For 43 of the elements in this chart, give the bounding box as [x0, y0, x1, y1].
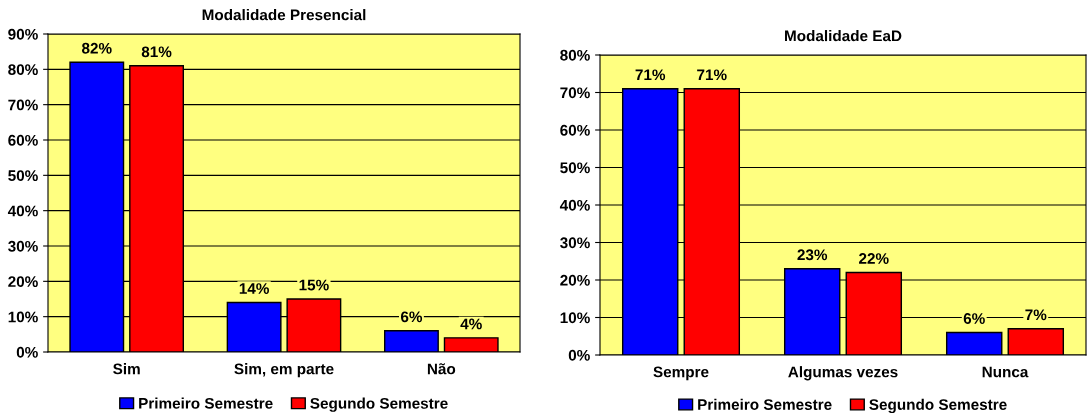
y-tick-label: 0%	[568, 349, 590, 361]
y-tick-label: 80%	[8, 64, 38, 76]
y-tick-label: 20%	[560, 274, 590, 286]
y-tick-label: 10%	[560, 312, 590, 324]
chart-title: Modalidade Presencial	[202, 9, 366, 21]
y-tick-label: 60%	[8, 134, 38, 146]
data-label: 6%	[400, 311, 423, 323]
legend-label: Primeiro Semestre	[139, 397, 273, 409]
y-tick-label: 70%	[8, 99, 38, 111]
x-tick-label: Sim, em parte	[234, 363, 334, 378]
x-tick-label: Sempre	[653, 366, 709, 381]
data-label: 15%	[299, 279, 329, 291]
chart-title: Modalidade EaD	[785, 30, 902, 42]
data-label: 14%	[239, 283, 269, 294]
y-tick-label: 20%	[8, 276, 38, 288]
data-label: 6%	[963, 313, 985, 324]
data-label: 81%	[141, 46, 172, 58]
x-tick-label: Não	[427, 363, 456, 375]
data-label: 22%	[859, 253, 889, 264]
y-tick-label: 80%	[560, 49, 590, 61]
y-tick-label: 50%	[8, 170, 38, 182]
legend-label: Primeiro Semestre	[698, 398, 832, 410]
data-label: 4%	[460, 318, 482, 330]
y-tick-label: 90%	[8, 28, 38, 40]
data-label: 23%	[797, 249, 828, 261]
y-tick-label: 30%	[560, 237, 590, 249]
x-tick-label: Nunca	[982, 366, 1029, 378]
legend-label: Segundo Semestre	[869, 398, 1007, 414]
y-tick-label: 10%	[8, 311, 38, 323]
x-tick-label: Algumas vezes	[788, 366, 898, 381]
x-tick-label: Sim	[113, 363, 140, 375]
y-tick-label: 60%	[560, 124, 590, 136]
y-tick-label: 0%	[16, 346, 38, 358]
y-tick-label: 70%	[560, 87, 590, 99]
y-tick-label: 40%	[7, 205, 38, 217]
y-tick-label: 30%	[8, 240, 38, 252]
y-tick-label: 50%	[560, 162, 590, 174]
legend-label: Segundo Semestre	[310, 397, 448, 412]
data-label: 71%	[635, 69, 666, 81]
data-label: 71%	[697, 69, 727, 81]
data-label: 7%	[1025, 309, 1047, 321]
data-label: 82%	[81, 42, 112, 54]
y-tick-label: 40%	[559, 199, 590, 211]
